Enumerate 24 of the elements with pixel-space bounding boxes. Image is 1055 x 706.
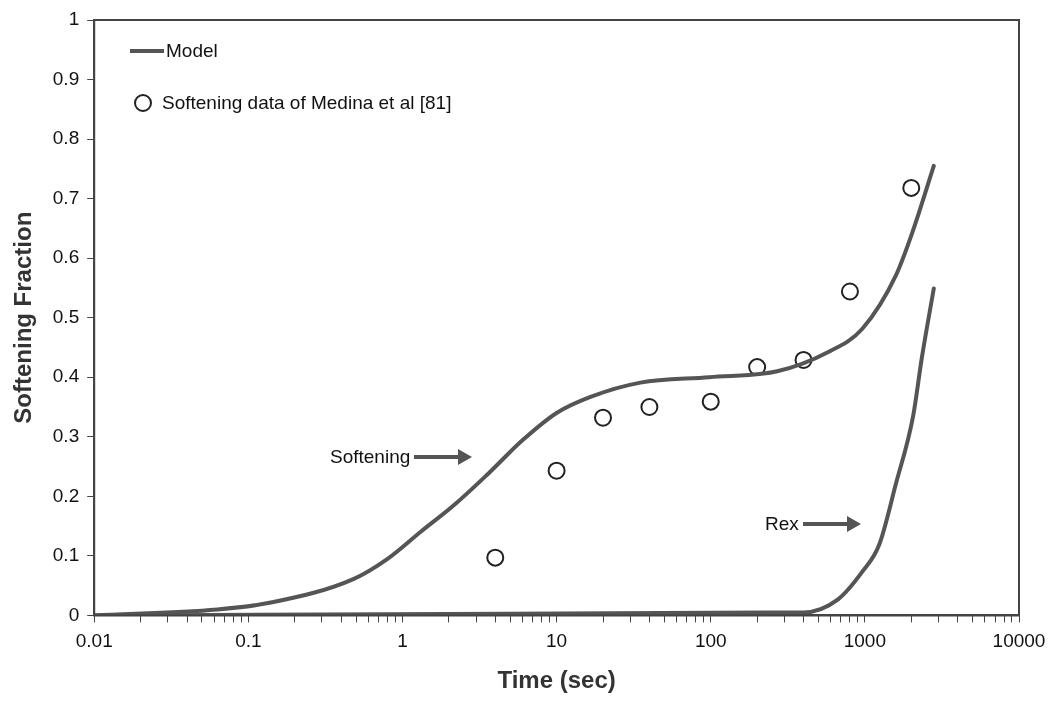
y-tick-label: 0.4 [52,365,80,387]
y-tick-label: 1 [68,8,80,30]
y-tick-label: 0.3 [52,425,80,447]
y-axis-title: Softening Fraction [9,211,37,424]
x-tick-label: 0.01 [75,630,113,652]
y-tick-label: 0.6 [52,246,80,268]
x-tick-label: 100 [694,630,727,652]
x-tick-label: 10000 [992,630,1046,652]
y-tick-label: 0.5 [52,305,80,327]
y-tick-label: 0.9 [52,67,80,89]
legend-label: Softening data of Medina et al [81] [162,92,452,114]
annotation: Rex [765,513,799,535]
y-tick-label: 0.1 [52,544,80,566]
y-tick-label: 0.8 [52,127,80,149]
y-tick-label: 0 [68,603,80,625]
y-tick-label: 0.7 [52,186,80,208]
x-tick-label: 0.1 [235,630,262,652]
x-tick-label: 10 [546,630,568,652]
x-axis-title: Time (sec) [497,666,616,694]
x-tick-label: 1 [397,630,408,652]
x-tick-label: 1000 [843,630,887,652]
legend-label: Model [166,40,218,62]
y-tick-label: 0.2 [52,484,80,506]
annotation: Softening [330,446,411,468]
